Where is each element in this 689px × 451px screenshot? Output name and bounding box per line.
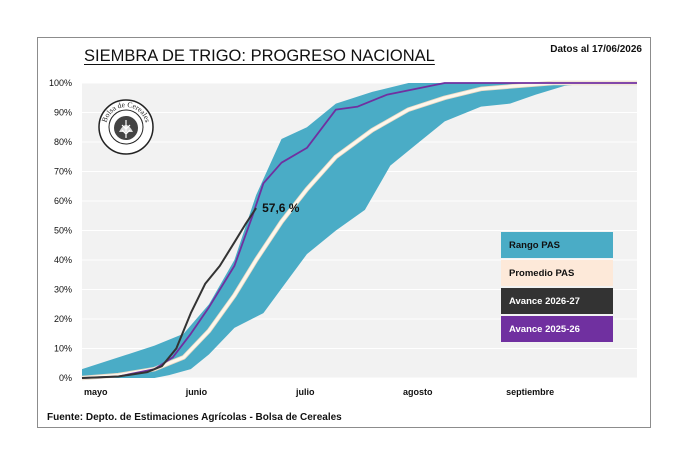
y-tick-label: 50% [54, 226, 72, 236]
y-tick-label: 10% [54, 344, 72, 354]
y-tick-label: 30% [54, 285, 72, 295]
bolsa-de-cereales-logo: Bolsa de Cereales [97, 98, 155, 156]
x-tick-label: junio [185, 387, 208, 397]
current-season-line [81, 207, 257, 379]
data-date: Datos al 17/06/2026 [550, 44, 642, 55]
x-tick-label: julio [295, 387, 315, 397]
y-tick-label: 100% [49, 78, 72, 88]
average-line [81, 81, 637, 380]
legend-item-avance-2025-26: Avance 2025-26 [501, 316, 613, 342]
y-tick-label: 70% [54, 167, 72, 177]
legend-item-promedio-pas: Promedio PAS [501, 260, 613, 286]
y-tick-label: 90% [54, 108, 72, 118]
legend-label: Rango PAS [509, 239, 561, 251]
chart-legend: Rango PAS Promedio PAS Avance 2026-27 Av… [501, 232, 613, 344]
y-tick-label: 80% [54, 137, 72, 147]
y-axis-ticks: 0% 10% 20% 30% 40% 50% 60% 70% 80% 90% 100% [49, 78, 72, 383]
current-progress-label: 57,6 % [262, 201, 300, 215]
y-tick-label: 0% [59, 373, 72, 383]
x-tick-label: mayo [84, 387, 108, 397]
legend-label: Avance 2026-27 [509, 295, 580, 307]
range-band-area [82, 83, 637, 378]
chart-title: SIEMBRA DE TRIGO: PROGRESO NACIONAL [84, 47, 435, 65]
x-tick-label: septiembre [506, 387, 554, 397]
legend-item-avance-2026-27: Avance 2026-27 [501, 288, 613, 314]
legend-label: Promedio PAS [509, 267, 575, 279]
legend-label: Avance 2025-26 [509, 323, 580, 335]
wheat-seal-icon: Bolsa de Cereales [98, 99, 154, 155]
y-tick-label: 20% [54, 314, 72, 324]
y-tick-label: 60% [54, 196, 72, 206]
x-tick-label: agosto [403, 387, 433, 397]
legend-item-rango-pas: Rango PAS [501, 232, 613, 258]
source-note: Fuente: Depto. de Estimaciones Agrícolas… [47, 412, 342, 423]
x-axis-ticks: mayo junio julio agosto septiembre [84, 387, 554, 397]
y-tick-label: 40% [54, 255, 72, 265]
